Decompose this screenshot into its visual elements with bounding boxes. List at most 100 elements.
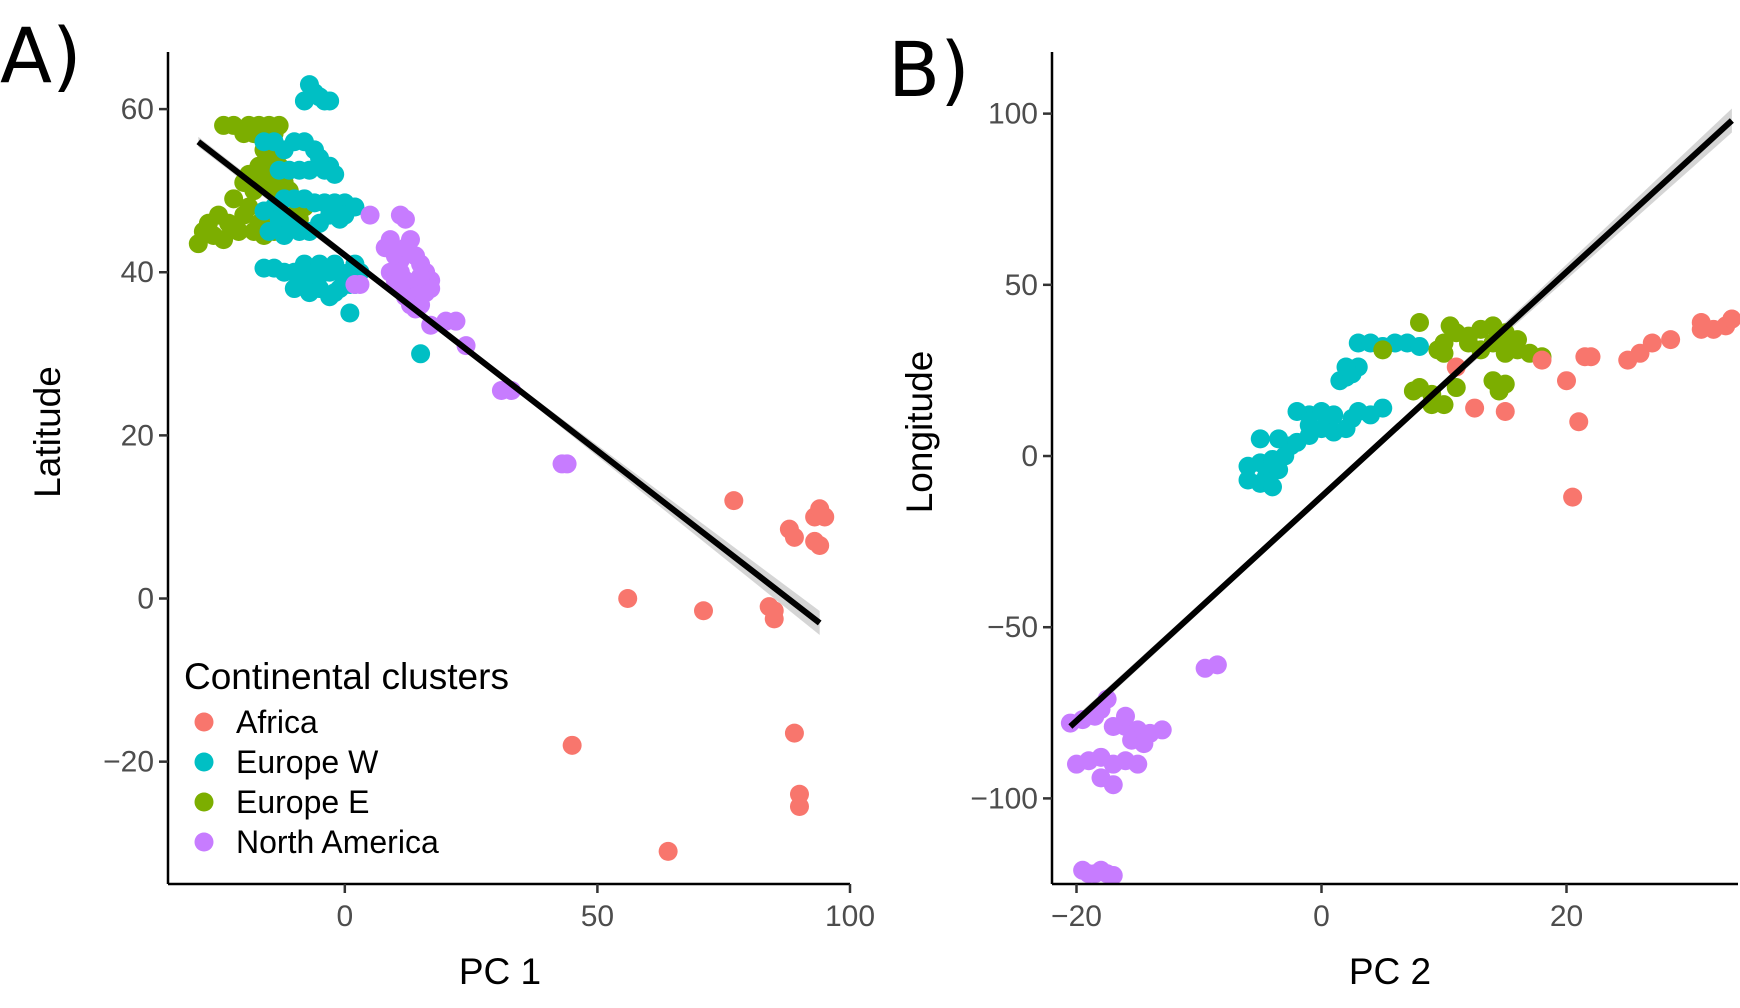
point-europe-w — [325, 164, 345, 184]
point-africa — [724, 491, 744, 511]
point-north-america — [1091, 768, 1111, 788]
point-north-america — [350, 274, 370, 294]
point-africa — [1581, 347, 1601, 367]
point-north-america — [1134, 734, 1154, 754]
point-africa — [1661, 330, 1681, 350]
point-europe-w — [1324, 405, 1344, 425]
point-africa — [810, 535, 830, 555]
panel-a-axes: −20 0 20 40 60 0 50 100 — [103, 52, 875, 933]
point-africa — [1722, 309, 1740, 329]
point-north-america — [411, 266, 431, 286]
point-europe-w — [1250, 429, 1270, 449]
y-tick-label: 50 — [1005, 269, 1038, 302]
point-africa — [1465, 398, 1485, 418]
point-africa — [789, 797, 809, 817]
point-africa — [784, 723, 804, 743]
point-europe-w — [1336, 357, 1356, 377]
point-north-america — [446, 311, 466, 331]
point-north-america — [1128, 754, 1148, 774]
legend-title: Continental clusters — [184, 656, 509, 697]
point-europe-w — [299, 160, 319, 180]
legend-label-north-america: North America — [236, 824, 439, 860]
x-tick-label: 50 — [581, 900, 614, 933]
panel-b-points — [1060, 309, 1740, 885]
y-tick-label: 0 — [1021, 440, 1038, 473]
point-north-america — [360, 205, 380, 225]
legend-label-europe-e: Europe E — [236, 784, 369, 820]
point-africa — [1532, 350, 1552, 370]
x-tick-label: 20 — [1550, 900, 1583, 933]
point-africa — [618, 589, 638, 609]
legend-swatch-north-america — [194, 832, 214, 852]
point-africa — [658, 841, 678, 861]
y-tick-label: 0 — [137, 583, 154, 616]
point-europe-w — [1373, 398, 1393, 418]
legend-swatch-africa — [194, 712, 214, 732]
y-tick-label: −100 — [970, 782, 1038, 815]
point-europe-e — [1446, 378, 1466, 398]
legend-swatch-europe-w — [194, 752, 214, 772]
point-africa — [693, 601, 713, 621]
panel-b-y-axis-title: Longitude — [899, 351, 940, 514]
regression-line — [196, 139, 822, 626]
panel-b: B) −100 −50 0 50 100 −20 0 20 PC 2 Longitude — [888, 25, 1740, 992]
y-tick-label: −50 — [987, 611, 1038, 644]
panel-a-x-axis-title: PC 1 — [459, 951, 541, 992]
panel-a-label: A) — [0, 11, 82, 100]
point-europe-w — [340, 303, 360, 323]
x-tick-label: 100 — [825, 900, 875, 933]
point-africa — [1495, 402, 1515, 422]
point-africa — [1563, 487, 1583, 507]
point-europe-w — [1287, 402, 1307, 422]
point-africa — [562, 735, 582, 755]
y-tick-label: −20 — [103, 746, 154, 779]
point-europe-e — [1434, 395, 1454, 415]
point-europe-e — [1434, 343, 1454, 363]
point-europe-w — [259, 221, 279, 241]
legend-entries: Africa Europe W Europe E North America — [194, 704, 439, 860]
panel-b-label: B) — [888, 25, 970, 114]
point-north-america — [1116, 706, 1135, 726]
point-africa — [764, 601, 784, 621]
panel-a-y-axis-title: Latitude — [27, 366, 68, 498]
point-north-america — [1103, 865, 1123, 885]
point-north-america — [1152, 720, 1172, 740]
point-europe-e — [229, 221, 249, 241]
point-europe-w — [335, 205, 355, 225]
point-europe-w — [320, 91, 340, 111]
legend-swatch-europe-e — [194, 792, 214, 812]
x-tick-label: −20 — [1051, 900, 1102, 933]
point-europe-w — [325, 283, 345, 303]
point-europe-w — [294, 91, 314, 111]
legend-label-africa: Africa — [236, 704, 318, 740]
point-europe-e — [1373, 340, 1393, 360]
panel-a-points — [188, 75, 835, 861]
point-europe-w — [299, 283, 319, 303]
legend-label-europe-w: Europe W — [236, 744, 379, 780]
legend: Continental clusters Africa Europe W Europ… — [184, 656, 509, 860]
panel-b-fit-line — [1068, 118, 1734, 729]
point-europe-e — [1495, 343, 1515, 363]
point-north-america — [557, 454, 577, 474]
point-europe-e — [269, 115, 289, 135]
x-tick-label: 0 — [1313, 900, 1330, 933]
y-tick-label: 100 — [988, 98, 1038, 131]
panel-b-x-axis-title: PC 2 — [1349, 951, 1431, 992]
point-north-america — [1207, 655, 1227, 675]
panel-a: A) −20 0 20 40 60 0 50 100 PC 1 Latitude Contin… — [0, 11, 875, 992]
y-tick-label: 40 — [121, 256, 154, 289]
point-europe-e — [1489, 381, 1509, 401]
point-europe-w — [1263, 477, 1282, 497]
point-africa — [1642, 333, 1662, 353]
point-europe-e — [239, 197, 259, 217]
point-europe-e — [1410, 312, 1429, 332]
point-europe-w — [1299, 425, 1319, 445]
point-africa — [815, 507, 835, 527]
y-tick-label: 20 — [121, 419, 154, 452]
x-tick-label: 0 — [336, 900, 353, 933]
regression-line — [1068, 118, 1734, 729]
point-africa — [784, 527, 804, 547]
point-europe-e — [214, 230, 234, 250]
point-africa — [1557, 371, 1576, 391]
